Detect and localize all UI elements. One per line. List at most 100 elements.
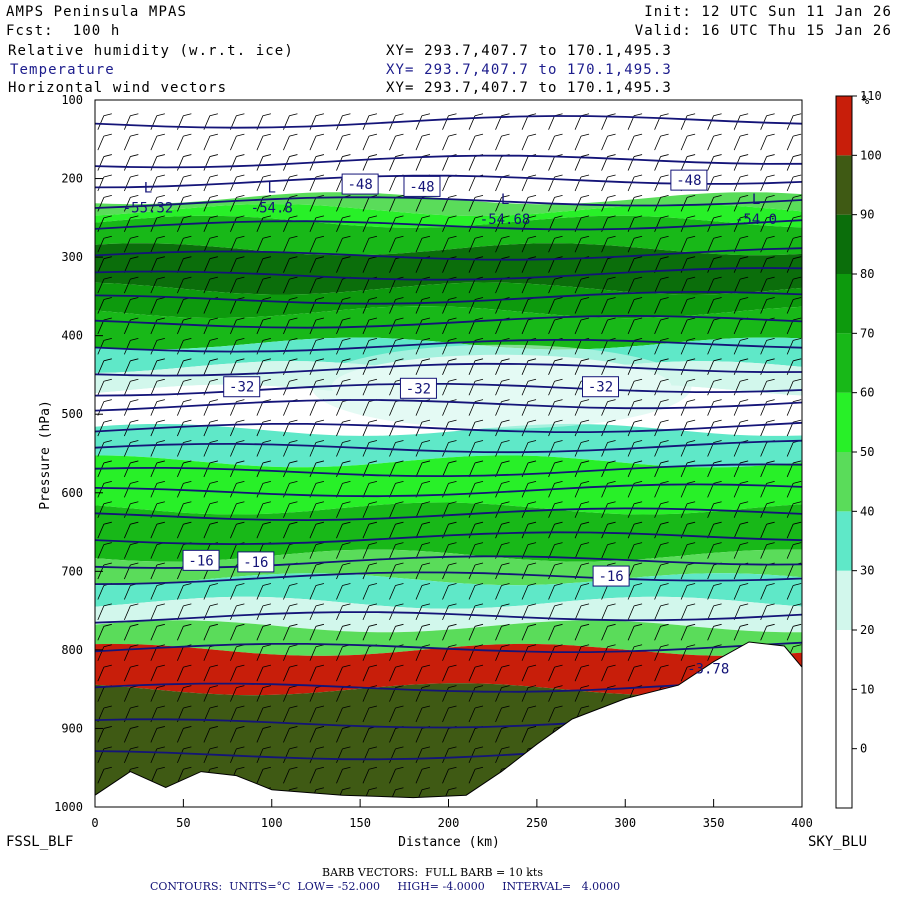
contour-label-box (341, 173, 379, 195)
wind-barb (362, 562, 378, 580)
wind-barb (203, 419, 218, 437)
wind-barb (150, 113, 165, 130)
wind-barb (601, 133, 616, 151)
wind-barb (733, 542, 749, 559)
isotherm (95, 483, 802, 498)
wind-barb (521, 664, 537, 682)
isotherm (95, 383, 802, 397)
wind-barb (760, 378, 775, 396)
wind-barb (97, 399, 112, 416)
wind-barb (654, 603, 669, 621)
contour-label: -48 (676, 173, 701, 189)
forecast-hour: Fcst: 100 h (6, 23, 121, 39)
wind-barb (177, 358, 192, 375)
x-tick-label: 350 (703, 816, 725, 830)
wind-barb (627, 297, 643, 314)
wind-barb (495, 603, 510, 621)
rh-band (95, 620, 802, 656)
wind-barb (309, 440, 325, 457)
wind-barb (283, 256, 298, 273)
wind-barb (283, 337, 298, 355)
colorbar-swatch (836, 274, 852, 334)
wind-barb (415, 746, 431, 764)
rh-band (95, 502, 802, 562)
colorbar-swatch (836, 392, 852, 452)
isotherm (95, 219, 802, 231)
wind-barb (574, 603, 590, 621)
rh-band (95, 306, 802, 350)
wind-barb (309, 726, 325, 743)
wind-barb (627, 583, 643, 600)
wind-barb (707, 542, 722, 559)
wind-barb (256, 603, 272, 621)
wind-barb (760, 501, 775, 518)
wind-barb (150, 623, 165, 641)
colorbar-tick-label: 0 (860, 742, 867, 756)
wind-barb (760, 133, 775, 151)
wind-barb (150, 480, 165, 498)
wind-barb (654, 440, 669, 457)
wind-barb (177, 419, 192, 437)
wind-barb (283, 705, 298, 723)
x-tick-label: 250 (526, 816, 548, 830)
wind-barb (362, 480, 378, 498)
wind-barb (97, 440, 112, 457)
wind-barb (521, 623, 537, 641)
colorbar-unit: % (862, 93, 870, 107)
wind-barb (707, 358, 722, 375)
wind-barb (468, 766, 484, 784)
wind-barb (123, 174, 139, 192)
wind-barb (123, 358, 139, 375)
wind-barb (256, 154, 272, 171)
wind-barb (256, 235, 272, 253)
wind-barb (442, 358, 457, 375)
wind-barb (786, 174, 802, 192)
wind-barb (336, 521, 351, 539)
wind-barb (680, 623, 696, 641)
wind-barb (283, 664, 298, 682)
wind-barb (362, 235, 378, 253)
wind-barb (97, 235, 112, 253)
wind-barb (123, 133, 139, 151)
wind-barb (203, 317, 218, 335)
wind-barb (97, 726, 112, 743)
wind-barb (601, 317, 616, 335)
wind-barb (97, 766, 112, 784)
wind-barb (574, 154, 590, 171)
wind-barb (336, 583, 351, 600)
colorbar-tick-label: 80 (860, 267, 874, 281)
wind-barb (389, 419, 404, 437)
wind-barb (389, 133, 404, 151)
wind-barb (389, 705, 404, 723)
y-tick-label: 800 (61, 643, 83, 657)
wind-barb (336, 337, 351, 355)
wind-barb (680, 154, 696, 171)
wind-barb (521, 562, 537, 580)
wind-barb (733, 378, 749, 396)
contour-label: -32 (229, 380, 254, 396)
colorbar-tick-label: 50 (860, 445, 874, 459)
wind-barb (680, 276, 696, 294)
wind-barb (97, 460, 112, 478)
wind-barb (733, 256, 749, 273)
wind-barb (203, 133, 218, 151)
wind-barb (256, 623, 272, 641)
y-tick-label: 200 (61, 172, 83, 186)
wind-barb (123, 480, 139, 498)
wind-barb (627, 603, 643, 621)
wind-barb (389, 317, 404, 335)
wind-barb (601, 521, 616, 539)
wind-barb (468, 623, 484, 641)
wind-barb (574, 480, 590, 498)
wind-barb (574, 440, 590, 457)
wind-barb (415, 317, 431, 335)
wind-barb (442, 623, 457, 641)
wind-barb (707, 399, 722, 416)
wind-barb (389, 623, 404, 641)
wind-barb (150, 358, 165, 375)
wind-barb (336, 664, 351, 682)
wind-barb (733, 399, 749, 416)
wind-barb (177, 766, 192, 784)
wind-barb (468, 685, 484, 702)
contour-label-box (223, 376, 261, 398)
